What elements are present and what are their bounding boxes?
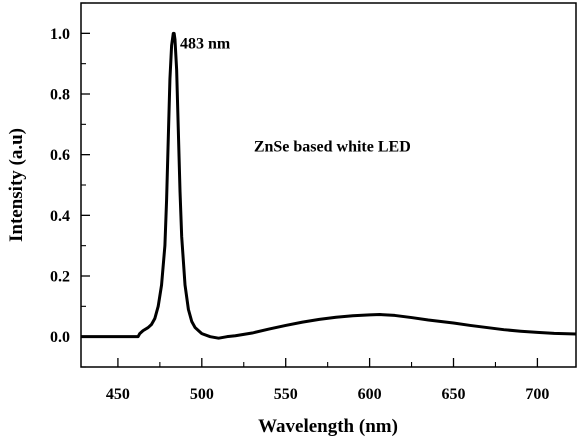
y-tick-label: 0.8 — [50, 87, 70, 104]
spectrum-line — [81, 31, 577, 340]
x-tick-label: 550 — [274, 386, 298, 403]
y-tick-label: 0.4 — [50, 208, 70, 225]
annotation-0: 483 nm — [180, 35, 231, 52]
y-tick-label: 1.0 — [50, 26, 70, 43]
annotations: 483 nm ZnSe based white LED — [180, 35, 411, 155]
y-axis-label: Intensity (a.u) — [6, 128, 27, 242]
x-tick-label: 700 — [525, 386, 549, 403]
y-tick-label: 0.6 — [50, 147, 70, 164]
y-tick-label: 0.0 — [50, 329, 70, 346]
tick-labels: 450 500 550 600 650 700 0.0 0.2 0.4 0.6 0.8 1.0 — [50, 26, 549, 403]
x-tick-label: 600 — [358, 386, 382, 403]
y-tick-label: 0.2 — [50, 269, 70, 286]
axis-ticks — [81, 2, 539, 368]
x-tick-label: 650 — [442, 386, 466, 403]
x-tick-label: 450 — [106, 386, 130, 403]
x-axis-label: Wavelength (nm) — [258, 416, 398, 437]
annotation-1: ZnSe based white LED — [254, 139, 411, 156]
x-tick-label: 500 — [190, 386, 214, 403]
